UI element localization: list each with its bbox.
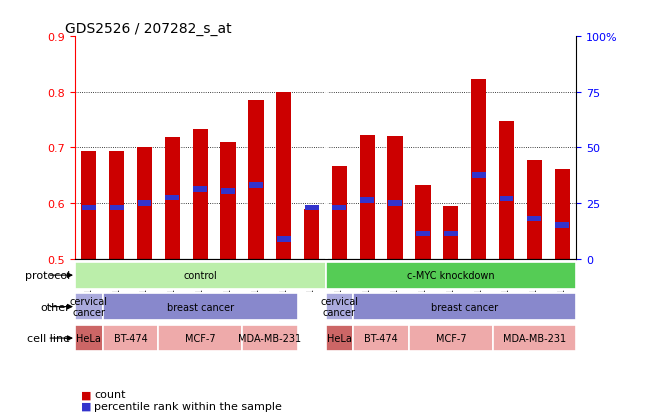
Bar — [527, 216, 542, 222]
Bar — [360, 198, 374, 204]
Text: cell line: cell line — [27, 333, 70, 343]
Text: percentile rank within the sample: percentile rank within the sample — [94, 401, 283, 411]
Bar — [193, 187, 207, 192]
Bar — [221, 189, 235, 194]
Text: MCF-7: MCF-7 — [185, 333, 215, 343]
Text: ■: ■ — [81, 389, 92, 399]
Bar — [326, 325, 353, 351]
Bar — [248, 101, 264, 259]
Bar — [493, 325, 576, 351]
Bar — [409, 325, 493, 351]
Text: BT-474: BT-474 — [365, 333, 398, 343]
Bar — [332, 167, 347, 259]
Text: breast cancer: breast cancer — [431, 302, 498, 312]
Bar — [471, 79, 486, 259]
Bar — [333, 205, 346, 211]
Text: BT-474: BT-474 — [114, 333, 147, 343]
Text: other: other — [40, 302, 70, 312]
Text: breast cancer: breast cancer — [167, 302, 234, 312]
Bar — [305, 205, 318, 211]
Bar — [353, 294, 576, 320]
Bar — [555, 223, 569, 228]
Text: protocol: protocol — [25, 271, 70, 280]
Text: control: control — [184, 271, 217, 280]
Text: ■: ■ — [81, 401, 92, 411]
Bar — [109, 205, 124, 211]
Bar — [277, 237, 291, 242]
Text: cervical
cancer: cervical cancer — [320, 296, 359, 318]
Text: MCF-7: MCF-7 — [436, 333, 466, 343]
Bar — [415, 185, 430, 259]
Text: c-MYC knockdown: c-MYC knockdown — [407, 271, 495, 280]
Bar — [359, 136, 375, 259]
Bar — [81, 152, 96, 259]
Bar — [137, 148, 152, 259]
Bar — [103, 294, 298, 320]
Bar — [75, 325, 103, 351]
Text: MDA-MB-231: MDA-MB-231 — [238, 333, 301, 343]
Bar — [249, 183, 263, 189]
Bar — [555, 170, 570, 259]
Text: HeLa: HeLa — [327, 333, 352, 343]
Text: HeLa: HeLa — [76, 333, 101, 343]
Bar — [82, 205, 96, 211]
Bar — [353, 325, 409, 351]
Bar — [499, 196, 514, 202]
Bar — [158, 325, 242, 351]
Bar — [103, 325, 158, 351]
Text: cervical
cancer: cervical cancer — [70, 296, 108, 318]
Bar — [193, 129, 208, 259]
Bar — [472, 173, 486, 178]
Bar — [242, 325, 298, 351]
Bar — [499, 121, 514, 259]
Bar — [444, 231, 458, 237]
Bar — [304, 209, 319, 259]
Bar — [165, 195, 179, 201]
Bar — [326, 294, 353, 320]
Bar — [75, 262, 326, 289]
Bar — [221, 142, 236, 259]
Bar — [388, 201, 402, 206]
Text: MDA-MB-231: MDA-MB-231 — [503, 333, 566, 343]
Bar — [109, 152, 124, 259]
Bar — [326, 262, 576, 289]
Text: GDS2526 / 207282_s_at: GDS2526 / 207282_s_at — [65, 22, 232, 36]
Bar — [137, 201, 152, 206]
Bar — [443, 207, 458, 259]
Bar — [276, 93, 292, 259]
Bar — [75, 294, 103, 320]
Bar — [527, 160, 542, 259]
Text: count: count — [94, 389, 126, 399]
Bar — [387, 136, 403, 259]
Bar — [416, 231, 430, 237]
Bar — [165, 138, 180, 259]
